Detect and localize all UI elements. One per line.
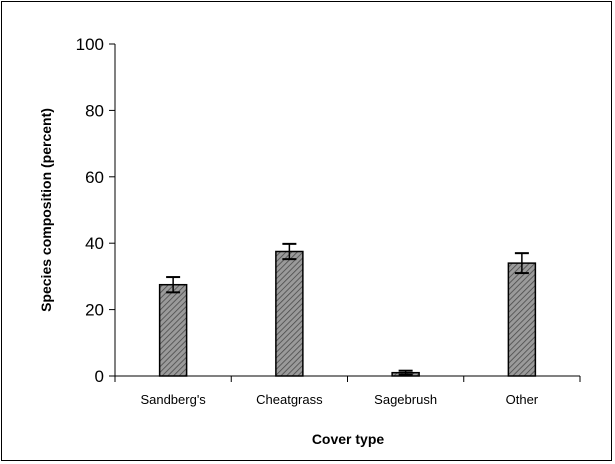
error-bar [514, 252, 529, 275]
x-axis-title: Cover type [312, 431, 385, 447]
bar-cheatgrass [275, 250, 304, 377]
y-tick-label: 60 [85, 168, 104, 187]
category-label: Sandberg's [140, 392, 206, 407]
y-axis-title: Species composition (percent) [38, 108, 54, 312]
error-bar [282, 242, 297, 261]
category-label: Cheatgrass [256, 392, 323, 407]
category-label: Sagebrush [374, 392, 437, 407]
error-bar [166, 276, 181, 294]
y-tick-label: 40 [85, 234, 104, 253]
error-bar [398, 369, 413, 376]
category-label: Other [506, 392, 539, 407]
y-tick-label: 0 [95, 367, 104, 386]
y-tick-label: 100 [76, 35, 104, 54]
bar-sandbergs [158, 283, 188, 377]
y-tick-label: 20 [85, 301, 104, 320]
bar-other [507, 262, 537, 377]
y-tick-label: 80 [85, 101, 104, 120]
